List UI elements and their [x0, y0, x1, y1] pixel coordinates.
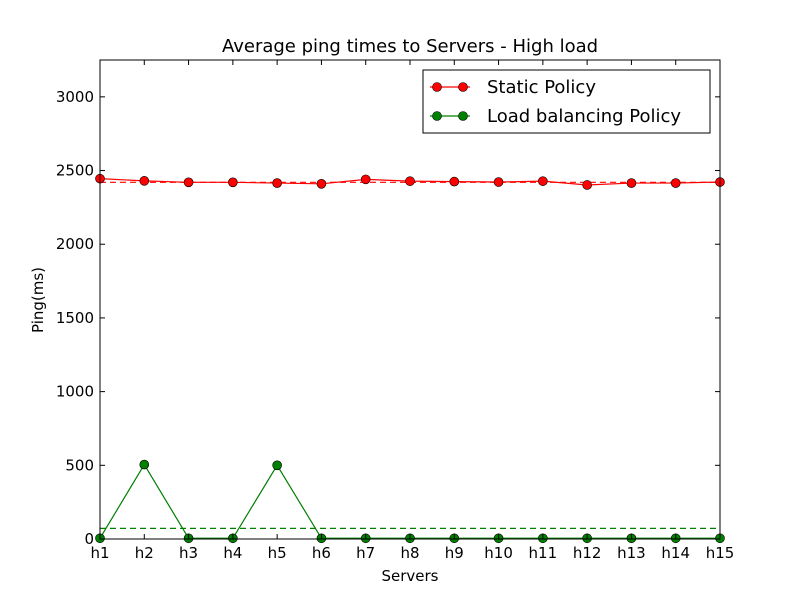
data-point	[670, 178, 681, 188]
x-tick-label: h15	[706, 544, 735, 562]
data-point	[405, 176, 415, 186]
data-point	[449, 176, 460, 187]
chart-title: Average ping times to Servers - High loa…	[222, 36, 598, 57]
y-tick-label: 2000	[56, 235, 94, 253]
legend-marker-static	[432, 82, 442, 92]
data-point	[272, 460, 282, 471]
x-tick-label: h12	[573, 544, 602, 562]
data-point	[582, 180, 592, 190]
data-point	[139, 176, 150, 186]
x-tick-label: h13	[617, 544, 646, 562]
series-layer	[95, 173, 725, 544]
y-tick-label: 2500	[56, 162, 94, 180]
legend-marker-loadbal	[458, 111, 468, 121]
legend: Static Policy Load balancing Policy	[422, 69, 711, 134]
y-tick-label: 3000	[56, 88, 94, 106]
data-point	[183, 177, 194, 188]
data-point	[228, 177, 238, 188]
series-line-1	[99, 463, 720, 539]
x-tick-label: h9	[445, 544, 464, 562]
x-axis-label: Servers	[381, 567, 438, 585]
average-lines	[100, 181, 720, 529]
y-tick-label: 1000	[56, 383, 94, 401]
y-axis-label: Ping(ms)	[29, 267, 47, 333]
legend-marker-loadbal	[432, 111, 442, 121]
x-tick-label: h7	[356, 544, 375, 562]
x-tick-label: h2	[135, 544, 154, 562]
data-point	[139, 459, 150, 470]
legend-label-static: Static Policy	[487, 77, 596, 98]
legend-marker-static	[458, 82, 468, 92]
x-tick-label: h1	[90, 544, 109, 562]
x-tick-label: h8	[400, 544, 419, 562]
y-tick-label: 0	[84, 530, 94, 548]
data-point	[360, 174, 371, 185]
axis-ticks: h1 h2 h3 h4 h5 h6 h7 h8 h9 h10 h11 h12 h13 h14 h15 0 500…	[56, 60, 734, 562]
x-tick-label: h6	[312, 544, 331, 562]
data-point	[538, 176, 548, 186]
x-tick-label: h14	[661, 544, 690, 562]
x-tick-label: h11	[529, 544, 558, 562]
x-tick-label: h10	[484, 544, 513, 562]
x-tick-label: h3	[179, 544, 198, 562]
data-point	[493, 177, 504, 187]
y-tick-label: 500	[65, 456, 94, 474]
data-point	[626, 178, 637, 188]
legend-box	[422, 69, 711, 134]
y-tick-label: 1500	[56, 309, 94, 327]
data-point	[272, 178, 282, 188]
data-point	[316, 179, 327, 189]
legend-label-loadbal: Load balancing Policy	[487, 106, 681, 127]
x-tick-label: h4	[223, 544, 242, 562]
x-tick-label: h5	[268, 544, 287, 562]
